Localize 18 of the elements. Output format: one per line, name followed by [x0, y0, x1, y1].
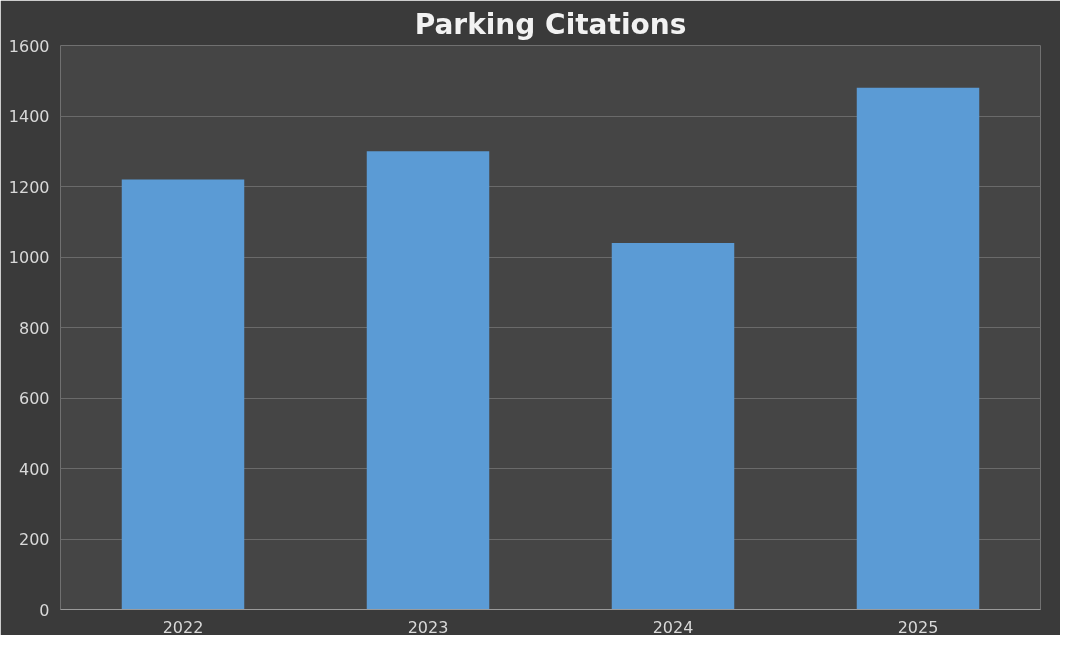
x-tick-label: 2024 [652, 617, 694, 637]
bar [121, 179, 245, 610]
y-tick-label: 1400 [8, 107, 50, 126]
chart-title: Parking Citations [414, 7, 687, 41]
x-tick-label: 2023 [407, 617, 449, 637]
bar [611, 242, 735, 610]
y-tick-label: 800 [18, 318, 50, 338]
y-tick-label: 1600 [8, 36, 50, 56]
bar [366, 151, 490, 610]
y-tick-label: 0 [39, 600, 50, 620]
y-tick-label: 600 [18, 389, 50, 408]
x-tick-label: 2022 [162, 617, 204, 637]
y-tick-label: 1000 [8, 248, 50, 267]
bar [856, 87, 980, 610]
y-tick-label: 1200 [8, 177, 50, 197]
y-tick-label: 400 [18, 459, 50, 479]
x-tick-label: 2025 [897, 617, 939, 637]
y-tick-label: 200 [18, 530, 50, 549]
